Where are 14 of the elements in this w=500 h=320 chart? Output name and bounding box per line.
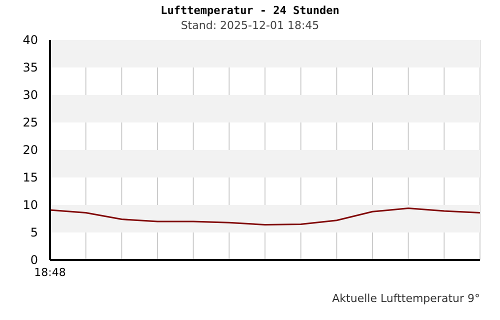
text: Aktuelle Lufttemperatur 9°	[332, 292, 480, 305]
y-tick-label: 20	[22, 143, 38, 157]
y-tick-label: 10	[22, 198, 38, 212]
y-tick-label: 40	[22, 33, 38, 47]
y-tick-label: 15	[22, 170, 38, 184]
y-tick-label: 25	[22, 116, 38, 130]
chart-title: Lufttemperatur - 24 Stunden	[160, 4, 340, 17]
y-tick-label: 30	[22, 88, 38, 102]
line-series	[49, 208, 481, 226]
y-tick-label: 5	[30, 226, 38, 240]
x-tick-label: 18:48	[34, 266, 66, 279]
y-tick-label: 0	[30, 253, 38, 267]
chart-subtitle: Stand: 2025-12-01 18:45	[180, 19, 320, 32]
y-tick-label: 35	[22, 60, 38, 74]
